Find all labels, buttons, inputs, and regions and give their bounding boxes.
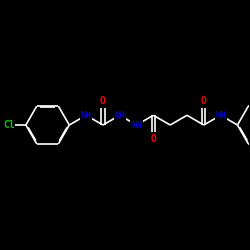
Text: Cl: Cl [3,120,14,130]
Text: O: O [100,96,106,106]
Text: NH: NH [131,120,142,130]
Text: NH: NH [81,111,92,120]
Text: NH: NH [114,111,125,120]
Text: O: O [150,134,156,144]
Text: NH: NH [215,111,226,120]
Text: O: O [201,96,207,106]
